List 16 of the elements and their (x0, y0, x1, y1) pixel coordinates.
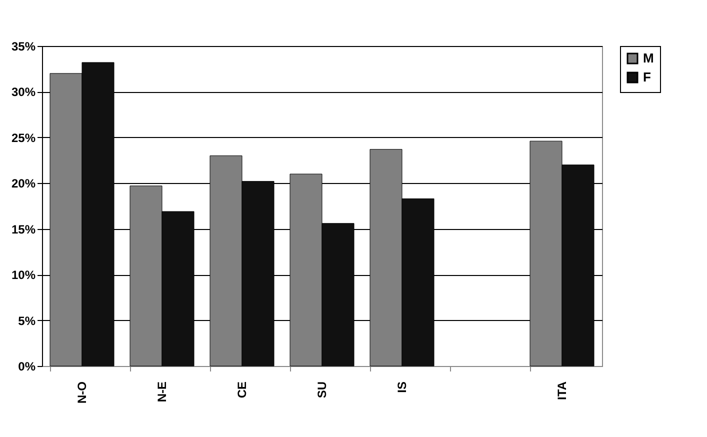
legend-label: M (643, 50, 654, 66)
y-tick-label: 5% (18, 314, 36, 328)
x-tick-label: N-O (75, 382, 89, 404)
y-tick-label: 30% (11, 85, 36, 100)
legend-label: F (643, 70, 651, 84)
y-tick-label: 15% (11, 222, 36, 236)
x-tick-label: N-E (155, 382, 169, 402)
x-tick-label: SU (315, 382, 329, 398)
y-tick-label: 0% (18, 360, 36, 374)
y-tick-label: 35% (11, 40, 36, 54)
x-tick-label: CE (235, 382, 249, 398)
y-tick-label: 25% (11, 130, 36, 145)
y-tick-label: 20% (11, 176, 36, 191)
y-tick-label: 10% (11, 268, 36, 282)
x-tick-label: ITA (555, 381, 569, 400)
x-tick-label: IS (395, 382, 409, 393)
